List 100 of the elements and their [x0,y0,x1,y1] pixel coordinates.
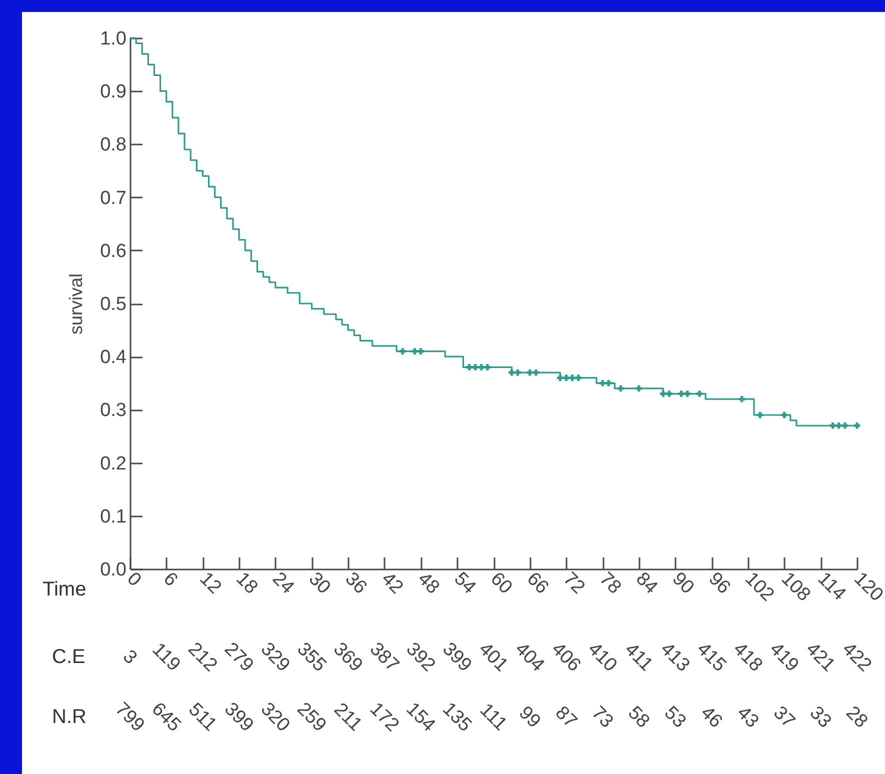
y-tick-label: 0.0 [100,560,126,580]
y-tick-label: 0.9 [100,82,126,103]
point [666,390,672,397]
x-tick-label: 24 [268,568,298,599]
point [575,374,582,381]
text: 799 [111,698,148,736]
text: 211 [330,699,366,736]
y-tick-label: 0.5 [100,294,126,315]
text: C.E [52,646,86,668]
text: 511 [184,699,220,736]
point [684,390,691,397]
point [599,380,606,386]
x-tick-label: 54 [450,568,480,599]
point [854,422,860,429]
y-tick-label: 1.0 [100,28,126,50]
point [472,364,478,370]
x-tick-label: 78 [595,568,626,598]
point [605,380,612,386]
point [484,364,491,370]
text: 259 [292,698,330,736]
text: 369 [329,638,366,676]
point [466,364,472,370]
point [660,390,666,397]
text: 46 [696,702,726,732]
text: 422 [838,638,876,676]
x-tick-label: 96 [704,568,734,598]
y-tick-label: 0.2 [100,453,126,474]
text: 87 [550,702,581,732]
text: 392 [402,638,440,676]
text: 355 [292,638,330,676]
text: 154 [402,698,440,736]
text: 212 [184,638,221,676]
point [526,369,534,376]
y-tick-label: 0.8 [100,134,126,156]
point [563,374,570,381]
text: 99 [514,702,544,732]
text: 399 [438,638,476,676]
text: 329 [256,638,294,676]
text: 415 [692,638,730,676]
text: 279 [220,638,258,676]
point [532,369,540,376]
x-tick-label: 36 [340,568,371,598]
point [418,348,424,354]
text: 53 [660,702,690,732]
point [556,374,564,381]
text: 401 [474,638,512,676]
x-tick-label: 6 [159,568,182,591]
text: 413 [656,638,694,676]
x-tick-label: 120 [850,568,885,606]
point [569,374,576,381]
y-axis-title: survival [66,273,86,335]
text: 28 [842,702,872,732]
point [830,422,836,429]
text: 406 [547,638,584,676]
point [836,422,842,429]
text: 43 [732,702,762,732]
point [678,390,684,397]
point [508,369,515,376]
text: 111 [476,700,511,735]
point [696,390,703,397]
x-tick-label: 90 [668,568,698,598]
text: 135 [438,698,476,736]
y-tick-label: 0.7 [100,188,126,209]
text: 410 [584,638,621,676]
text: N.R [52,706,86,728]
x-tick-label: 72 [558,568,589,598]
point [618,385,624,392]
point [756,412,764,418]
text: 404 [510,638,548,676]
text: 387 [365,638,403,676]
x-tick-label: 108 [777,568,814,606]
point [842,422,848,429]
point [514,369,521,376]
y-tick-label: 0.6 [100,240,126,262]
text: 172 [365,698,403,736]
text: 73 [587,702,618,732]
point [478,364,485,370]
point [636,385,642,392]
text: 419 [765,638,803,676]
point [399,348,406,354]
x-tick-label: 66 [522,568,552,598]
y-tick-label: 0.3 [100,400,126,422]
text: 3 [118,646,141,669]
point [412,348,418,354]
x-tick-label: 42 [377,568,407,598]
x-tick-label: 18 [232,568,262,598]
point [781,412,788,418]
text: 399 [220,698,258,736]
x-tick-label: 30 [304,568,334,598]
y-tick-label: 0.1 [100,506,126,528]
text: 421 [802,638,839,676]
x-tick-label: 114 [813,568,850,606]
x-tick-label: 84 [632,568,662,599]
x-tick-label: 102 [740,568,778,606]
x-tick-label: 48 [414,568,444,598]
x-axis-title: Time [42,578,86,600]
text: 411 [620,639,657,676]
text: 645 [147,698,185,736]
text: 320 [256,698,294,736]
point [738,396,746,402]
